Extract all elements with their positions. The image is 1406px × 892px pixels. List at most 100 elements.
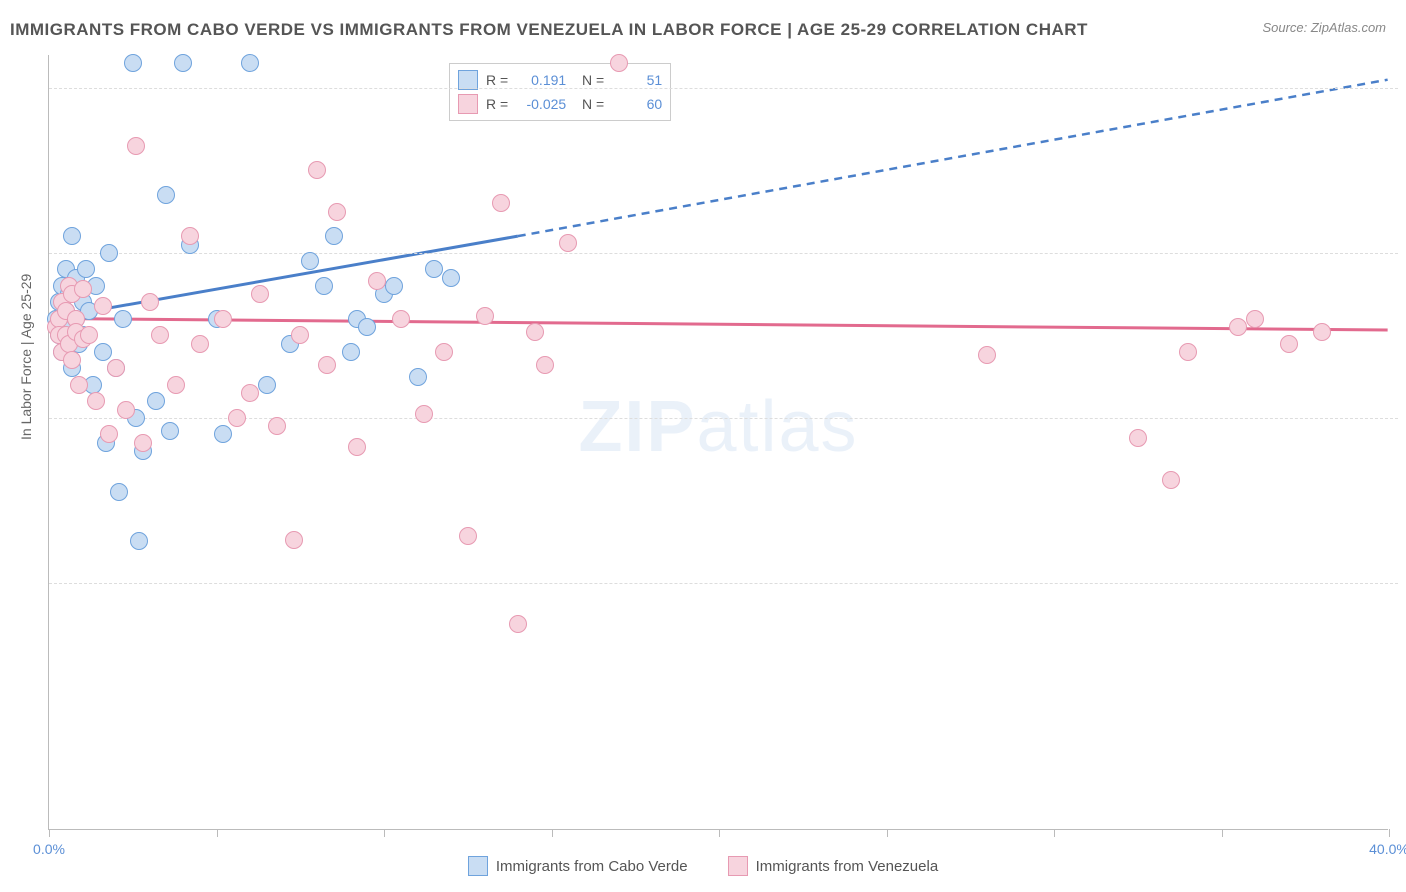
data-point-cabo_verde <box>214 425 232 443</box>
data-point-venezuela <box>978 346 996 364</box>
data-point-venezuela <box>368 272 386 290</box>
data-point-venezuela <box>492 194 510 212</box>
data-point-venezuela <box>214 310 232 328</box>
data-point-venezuela <box>1229 318 1247 336</box>
data-point-venezuela <box>94 297 112 315</box>
source-label: Source: ZipAtlas.com <box>1262 20 1386 35</box>
data-point-venezuela <box>291 326 309 344</box>
x-tick-label: 0.0% <box>33 841 65 857</box>
data-point-venezuela <box>191 335 209 353</box>
data-point-cabo_verde <box>77 260 95 278</box>
data-point-cabo_verde <box>301 252 319 270</box>
data-point-venezuela <box>536 356 554 374</box>
data-point-venezuela <box>1246 310 1264 328</box>
data-point-venezuela <box>610 54 628 72</box>
swatch-venezuela <box>458 94 478 114</box>
data-point-cabo_verde <box>385 277 403 295</box>
n-value: 60 <box>612 96 662 112</box>
data-point-venezuela <box>74 280 92 298</box>
data-point-venezuela <box>167 376 185 394</box>
gridline-h <box>49 418 1398 419</box>
data-point-venezuela <box>117 401 135 419</box>
data-point-venezuela <box>151 326 169 344</box>
data-point-cabo_verde <box>124 54 142 72</box>
watermark: ZIPatlas <box>578 386 858 468</box>
x-tick <box>887 829 888 837</box>
n-label: N = <box>574 72 604 88</box>
data-point-venezuela <box>1313 323 1331 341</box>
data-point-venezuela <box>509 615 527 633</box>
x-tick <box>1389 829 1390 837</box>
data-point-venezuela <box>559 234 577 252</box>
data-point-cabo_verde <box>114 310 132 328</box>
data-point-cabo_verde <box>315 277 333 295</box>
stats-row-venezuela: R =-0.025 N =60 <box>458 92 662 116</box>
data-point-cabo_verde <box>409 368 427 386</box>
stats-legend: R = 0.191 N = 51 R =-0.025 N =60 <box>449 63 671 121</box>
legend-label: Immigrants from Venezuela <box>756 858 939 875</box>
n-value: 51 <box>612 72 662 88</box>
data-point-venezuela <box>476 307 494 325</box>
gridline-h <box>49 253 1398 254</box>
data-point-cabo_verde <box>258 376 276 394</box>
data-point-cabo_verde <box>241 54 259 72</box>
x-tick <box>49 829 50 837</box>
chart-title: IMMIGRANTS FROM CABO VERDE VS IMMIGRANTS… <box>10 20 1088 39</box>
data-point-venezuela <box>87 392 105 410</box>
data-point-venezuela <box>392 310 410 328</box>
data-point-venezuela <box>181 227 199 245</box>
data-point-venezuela <box>100 425 118 443</box>
series-legend: Immigrants from Cabo Verde Immigrants fro… <box>0 856 1406 880</box>
legend-swatch-venezuela <box>728 856 748 876</box>
x-tick <box>1054 829 1055 837</box>
data-point-venezuela <box>1280 335 1298 353</box>
data-point-venezuela <box>141 293 159 311</box>
x-tick <box>217 829 218 837</box>
x-tick-label: 40.0% <box>1369 841 1406 857</box>
r-value: -0.025 <box>516 96 566 112</box>
gridline-h <box>49 583 1398 584</box>
legend-item-venezuela: Immigrants from Venezuela <box>728 856 939 876</box>
data-point-cabo_verde <box>442 269 460 287</box>
legend-item-cabo_verde: Immigrants from Cabo Verde <box>468 856 688 876</box>
x-tick <box>1222 829 1223 837</box>
data-point-cabo_verde <box>94 343 112 361</box>
data-point-venezuela <box>63 351 81 369</box>
data-point-venezuela <box>328 203 346 221</box>
data-point-cabo_verde <box>342 343 360 361</box>
data-point-venezuela <box>526 323 544 341</box>
data-point-cabo_verde <box>425 260 443 278</box>
data-point-venezuela <box>107 359 125 377</box>
data-point-cabo_verde <box>100 244 118 262</box>
r-label: R = <box>486 72 508 88</box>
data-point-venezuela <box>1129 429 1147 447</box>
data-point-venezuela <box>459 527 477 545</box>
data-point-cabo_verde <box>110 483 128 501</box>
data-point-cabo_verde <box>358 318 376 336</box>
legend-swatch-cabo_verde <box>468 856 488 876</box>
data-point-venezuela <box>134 434 152 452</box>
data-point-cabo_verde <box>157 186 175 204</box>
plot-area: ZIPatlas R =0.191 N =51R =-0.025 N =60 7… <box>48 55 1388 830</box>
y-axis-title: In Labor Force | Age 25-29 <box>18 274 34 440</box>
data-point-venezuela <box>241 384 259 402</box>
data-point-cabo_verde <box>147 392 165 410</box>
data-point-venezuela <box>228 409 246 427</box>
data-point-venezuela <box>285 531 303 549</box>
data-point-venezuela <box>268 417 286 435</box>
r-value: 0.191 <box>516 72 566 88</box>
legend-label: Immigrants from Cabo Verde <box>496 858 688 875</box>
data-point-venezuela <box>308 161 326 179</box>
data-point-cabo_verde <box>174 54 192 72</box>
data-point-venezuela <box>1179 343 1197 361</box>
data-point-venezuela <box>348 438 366 456</box>
x-tick <box>552 829 553 837</box>
data-point-cabo_verde <box>130 532 148 550</box>
data-point-venezuela <box>415 405 433 423</box>
data-point-venezuela <box>70 376 88 394</box>
data-point-cabo_verde <box>161 422 179 440</box>
data-point-cabo_verde <box>63 227 81 245</box>
trendline-venezuela <box>49 318 1387 330</box>
trend-lines <box>49 55 1388 829</box>
data-point-venezuela <box>1162 471 1180 489</box>
